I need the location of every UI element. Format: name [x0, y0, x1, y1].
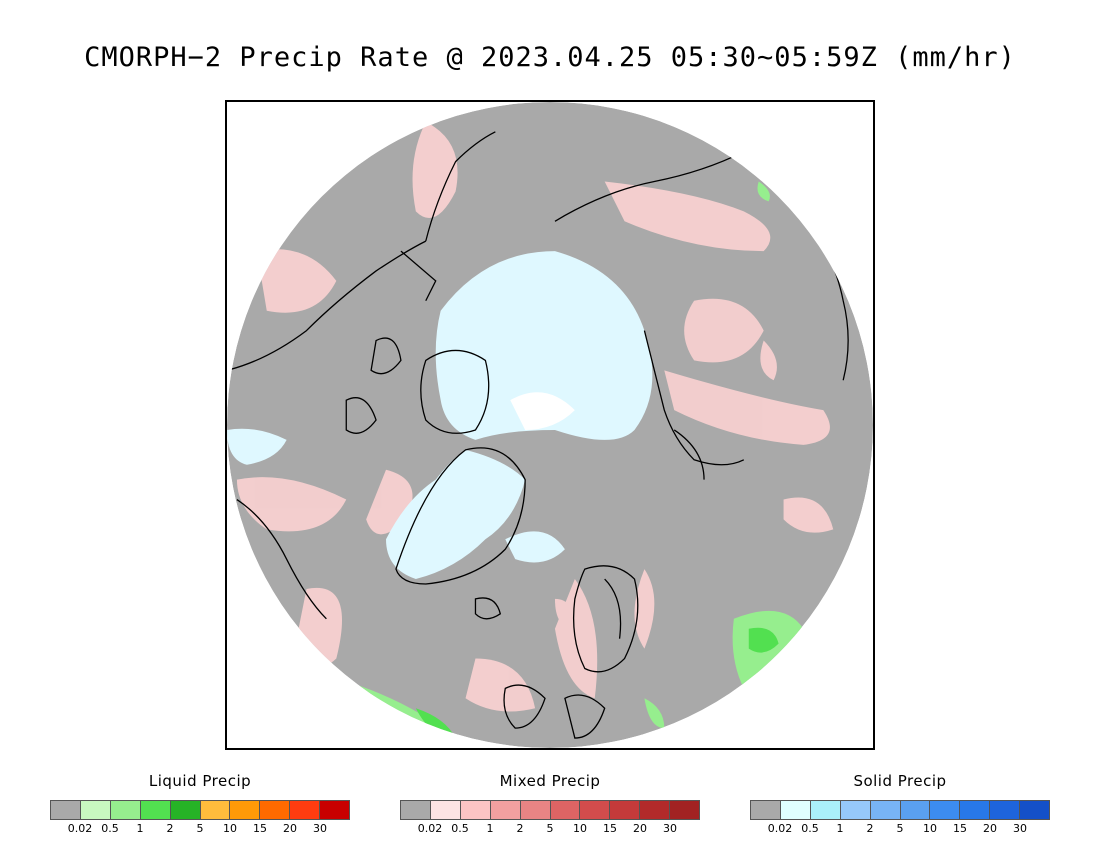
legend-swatch [550, 801, 581, 819]
legend-swatch [490, 801, 521, 819]
legend-tick-label: 2 [516, 822, 524, 835]
legend-swatch [930, 801, 961, 819]
legend-tick-label: 1 [836, 822, 844, 835]
legend-tick-label: 15 [953, 822, 967, 835]
legend-swatch [840, 801, 871, 819]
legend-swatch [580, 801, 611, 819]
mixed-precip-patches [236, 121, 856, 712]
color-bar [750, 800, 1050, 820]
legend-swatch [780, 801, 811, 819]
legend-swatch [960, 801, 991, 819]
coastlines [227, 131, 849, 739]
legend-solid: Solid Precip 0.02 0.5 1 2 5 10 15 20 30 [750, 772, 1050, 836]
legend-swatch [460, 801, 491, 819]
solid-precip-regions [227, 251, 653, 580]
polar-precip-map [225, 100, 875, 750]
legend-tick-label: 10 [573, 822, 587, 835]
north-pole-data-gap [510, 392, 575, 430]
legend-swatch [401, 801, 431, 819]
legend-tick-label: 20 [283, 822, 297, 835]
legend-title: Liquid Precip [148, 772, 252, 790]
legend-mixed: Mixed Precip 0.02 0.5 1 2 5 10 15 20 30 [400, 772, 700, 836]
legend-liquid: Liquid Precip 0.02 0.5 1 2 5 10 15 20 30 [50, 772, 350, 836]
legend-title: Mixed Precip [499, 772, 601, 790]
legend-swatch [751, 801, 781, 819]
legend-tick-label: 30 [313, 822, 327, 835]
legend-tick-label: 0.5 [801, 822, 819, 835]
legend-tick-label: 1 [136, 822, 144, 835]
legend-swatch [230, 801, 261, 819]
color-bar [400, 800, 700, 820]
legend-swatch [640, 801, 671, 819]
legend-tick-label: 0.5 [101, 822, 119, 835]
legend-swatch [200, 801, 231, 819]
legend-tick-label: 5 [896, 822, 904, 835]
legend-tick-label: 0.02 [767, 822, 793, 835]
legend-tick-label: 20 [633, 822, 647, 835]
tick-labels: 0.02 0.5 1 2 5 10 15 20 30 [400, 822, 700, 836]
legend-swatch [900, 801, 931, 819]
legend-tick-label: 10 [223, 822, 237, 835]
map-title: CMORPH−2 Precip Rate @ 2023.04.25 05:30~… [84, 42, 1016, 73]
legend-swatch [140, 801, 171, 819]
legend-swatch [80, 801, 111, 819]
legend-tick-label: 2 [866, 822, 874, 835]
tick-labels: 0.02 0.5 1 2 5 10 15 20 30 [50, 822, 350, 836]
legend-tick-label: 0.02 [67, 822, 93, 835]
legend-swatch [430, 801, 461, 819]
legend-swatch [810, 801, 841, 819]
legend-swatch [320, 801, 350, 819]
legend-swatch [1020, 801, 1050, 819]
legend-tick-label: 15 [603, 822, 617, 835]
legend-title: Solid Precip [853, 772, 947, 790]
legend-tick-label: 5 [196, 822, 204, 835]
tick-labels: 0.02 0.5 1 2 5 10 15 20 30 [750, 822, 1050, 836]
legend-swatch [520, 801, 551, 819]
legend-tick-label: 5 [546, 822, 554, 835]
legend-tick-label: 1 [486, 822, 494, 835]
legend-swatch [990, 801, 1021, 819]
legend-tick-label: 10 [923, 822, 937, 835]
legend-tick-label: 20 [983, 822, 997, 835]
legend-swatch [670, 801, 700, 819]
legend-tick-label: 0.02 [417, 822, 443, 835]
color-bar [50, 800, 350, 820]
legend-swatch [870, 801, 901, 819]
legend-swatch [170, 801, 201, 819]
legend-swatch [51, 801, 81, 819]
legend-swatch [260, 801, 291, 819]
legend-swatch [290, 801, 321, 819]
legend-swatch [610, 801, 641, 819]
legend-tick-label: 15 [253, 822, 267, 835]
legend-tick-label: 0.5 [451, 822, 469, 835]
legend-tick-label: 2 [166, 822, 174, 835]
legend-tick-label: 30 [1013, 822, 1027, 835]
legend-swatch [110, 801, 141, 819]
legend-tick-label: 30 [663, 822, 677, 835]
map-canvas [227, 102, 873, 748]
